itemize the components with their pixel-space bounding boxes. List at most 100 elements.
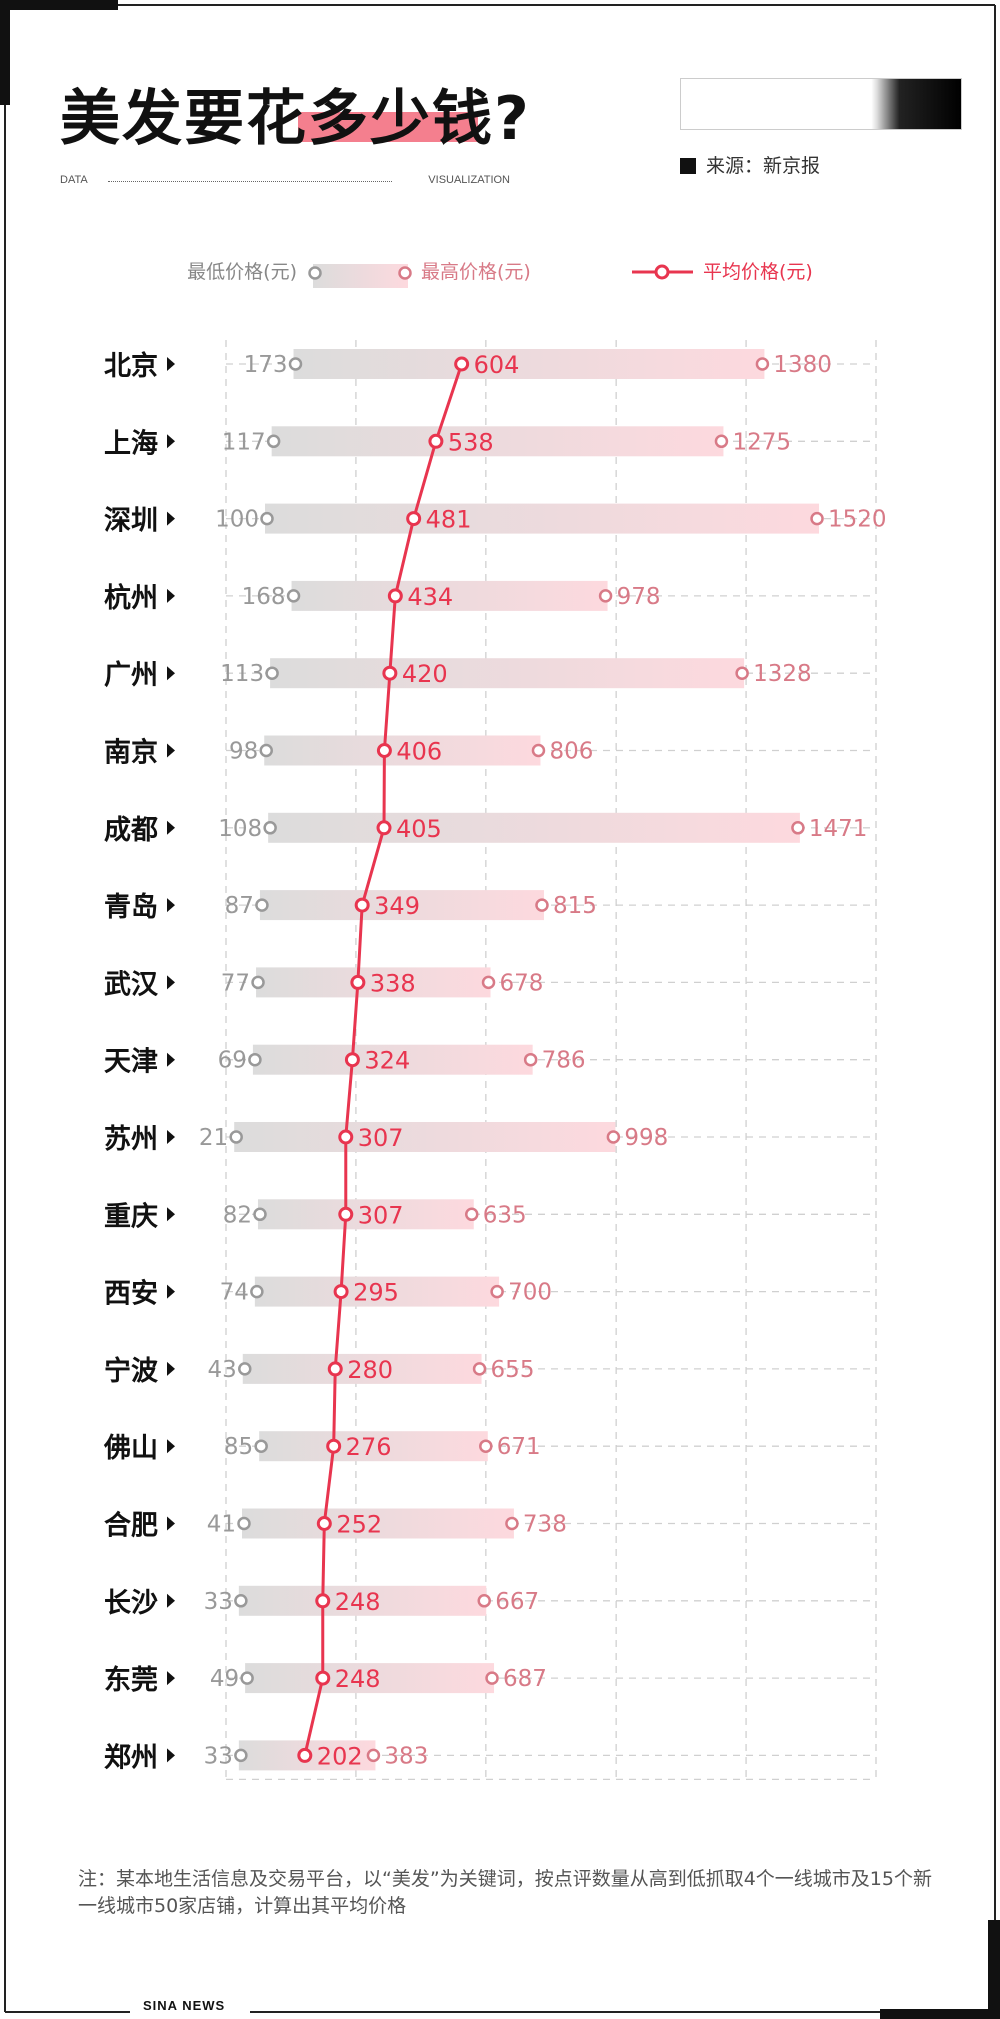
triangle-right-icon [167, 1516, 175, 1531]
visualization-label: VISUALIZATION [428, 174, 510, 186]
min-marker [238, 1362, 252, 1376]
range-bar [268, 812, 800, 843]
min-value-label: 41 [207, 1512, 236, 1538]
max-marker [523, 1052, 538, 1067]
range-bar [238, 1585, 487, 1616]
avg-line-group [297, 356, 470, 1763]
max-value-label: 978 [617, 584, 661, 610]
city-label: 重庆 [104, 1200, 158, 1232]
avg-value-label: 338 [370, 969, 416, 997]
min-value-label: 69 [218, 1048, 247, 1074]
min-marker [240, 1671, 254, 1685]
legend-range-swatch [313, 264, 408, 288]
avg-value-label: 406 [396, 738, 442, 766]
avg-value-label: 276 [346, 1433, 392, 1461]
source-text: 来源：新京报 [706, 155, 821, 177]
min-marker [263, 821, 277, 835]
min-marker [259, 743, 273, 758]
avg-value-label: 202 [317, 1742, 363, 1770]
range-bar [241, 1508, 514, 1539]
city-label: 青岛 [104, 891, 158, 923]
frame-corner-bottom [880, 2009, 1000, 2019]
max-value-label: 806 [549, 739, 593, 765]
min-value-label: 74 [220, 1280, 249, 1306]
range-bar [254, 1276, 500, 1307]
max-value-label: 1275 [732, 429, 791, 455]
max-value-label: 1520 [828, 507, 887, 533]
min-marker [288, 357, 303, 371]
legend-min-label: 最低价格(元) [187, 261, 297, 283]
range-bar [259, 890, 544, 921]
max-value-label: 1471 [809, 816, 868, 842]
max-marker [472, 1362, 487, 1376]
min-value-label: 33 [204, 1589, 233, 1615]
footer-brand: SINA NEWS [143, 1998, 226, 2013]
avg-value-label: 604 [474, 351, 520, 379]
avg-marker [406, 511, 422, 527]
data-label: DATA [60, 174, 88, 186]
min-marker [229, 1130, 243, 1144]
city-label: 郑州 [104, 1742, 158, 1773]
city-label: 广州 [104, 660, 158, 691]
min-value-label: 100 [215, 507, 259, 533]
avg-value-label: 248 [335, 1588, 381, 1616]
min-value-label: 82 [223, 1202, 252, 1228]
max-marker [535, 898, 549, 912]
max-marker [598, 589, 613, 603]
min-value-label: 113 [220, 661, 264, 687]
city-label: 西安 [104, 1279, 158, 1310]
triangle-right-icon [167, 357, 175, 371]
avg-value-label: 481 [426, 506, 472, 534]
brand-image [680, 78, 962, 130]
avg-value-label: 324 [364, 1047, 410, 1075]
max-value-label: 998 [624, 1125, 668, 1151]
max-marker [481, 975, 496, 990]
max-marker [477, 1594, 491, 1608]
min-value-label: 21 [199, 1125, 228, 1151]
range-bar [234, 1122, 616, 1152]
max-value-label: 1380 [773, 352, 832, 378]
avg-value-label: 295 [353, 1279, 399, 1307]
triangle-right-icon [167, 1052, 175, 1067]
range-bar [259, 1431, 488, 1462]
min-marker [255, 898, 269, 912]
avg-value-label: 280 [347, 1356, 393, 1384]
avg-marker [382, 665, 398, 681]
max-value-label: 1328 [753, 661, 812, 687]
min-marker [234, 1594, 248, 1608]
range-bar [245, 1663, 495, 1694]
min-value-label: 173 [244, 352, 288, 378]
triangle-right-icon [167, 1671, 175, 1686]
min-value-labels: 173 117 100 168 113 98 108 87 77 69 21 82 74 43 85 41 33… [199, 352, 288, 1769]
avg-value-label: 434 [407, 583, 453, 611]
source-square-icon [680, 158, 696, 174]
avg-value-label: 307 [358, 1124, 404, 1152]
triangle-right-icon [167, 975, 175, 990]
max-marker [531, 743, 546, 758]
min-marker [251, 975, 265, 990]
max-marker [606, 1130, 621, 1144]
avg-marker [338, 1206, 354, 1222]
max-marker [791, 821, 805, 835]
range-bar [257, 1199, 474, 1230]
min-marker [286, 589, 301, 603]
city-label: 南京 [104, 737, 158, 769]
legend-min-marker [308, 266, 322, 280]
frame-corner-left [0, 0, 10, 105]
source-line: 来源：新京报 [680, 151, 820, 178]
avg-marker [326, 1438, 342, 1454]
range-bar [291, 580, 608, 611]
legend-max-marker [398, 266, 412, 280]
title-highlight [298, 112, 478, 142]
min-marker [254, 1439, 268, 1453]
triangle-right-icon [167, 1748, 175, 1763]
min-marker [253, 1207, 267, 1222]
avg-marker [316, 1516, 332, 1531]
avg-value-labels: 604 538 481 434 420 406 405 349 338 324 307 307 295 2… [317, 351, 520, 1770]
max-marker [714, 434, 729, 449]
max-value-label: 655 [491, 1357, 535, 1383]
subtitle-row: DATA VISUALIZATION [60, 174, 510, 190]
triangle-right-icon [167, 1284, 175, 1299]
